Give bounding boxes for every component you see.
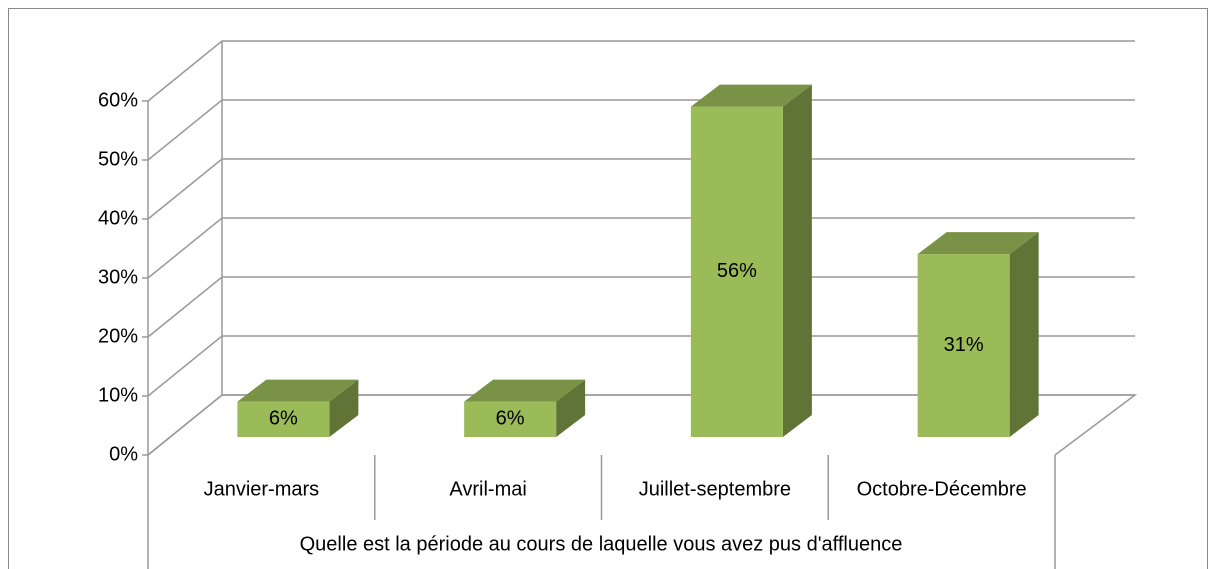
data-label: 6% — [269, 408, 298, 430]
grid-line — [147, 276, 1135, 338]
y-tick-label: 50% — [98, 148, 138, 170]
grid-line — [147, 394, 1135, 456]
bar — [237, 401, 330, 437]
y-tick-label: 40% — [98, 207, 138, 229]
data-label: 31% — [944, 334, 984, 356]
grid-line — [147, 335, 1135, 397]
bar-top — [464, 379, 586, 402]
grid-line — [147, 158, 1135, 220]
bar-top — [917, 232, 1039, 255]
bar-side — [1009, 232, 1039, 437]
grid-line — [147, 217, 1135, 279]
bar — [464, 401, 557, 437]
x-tick-label: Juillet-septembre — [639, 478, 791, 500]
data-label: 56% — [717, 260, 757, 282]
y-tick-label: 20% — [98, 325, 138, 347]
grid-line — [147, 40, 1135, 102]
y-tick-label: 10% — [98, 384, 138, 406]
y-tick-label: 0% — [109, 443, 138, 465]
x-tick-label: Janvier-mars — [204, 478, 320, 500]
y-tick-label: 60% — [98, 89, 138, 111]
grid-line — [147, 99, 1135, 161]
bar — [917, 254, 1010, 437]
bar — [690, 106, 783, 437]
bar-side — [782, 84, 812, 437]
x-axis-title: Quelle est la période au cours de laquel… — [300, 533, 903, 555]
y-tick-label: 30% — [98, 266, 138, 288]
x-tick-label: Avril-mai — [449, 478, 526, 500]
bar-top — [237, 379, 359, 402]
bar-side — [556, 379, 586, 437]
bar-side — [329, 379, 359, 437]
bar-top — [690, 84, 812, 107]
data-label: 6% — [496, 408, 525, 430]
x-tick-label: Octobre-Décembre — [857, 478, 1027, 500]
